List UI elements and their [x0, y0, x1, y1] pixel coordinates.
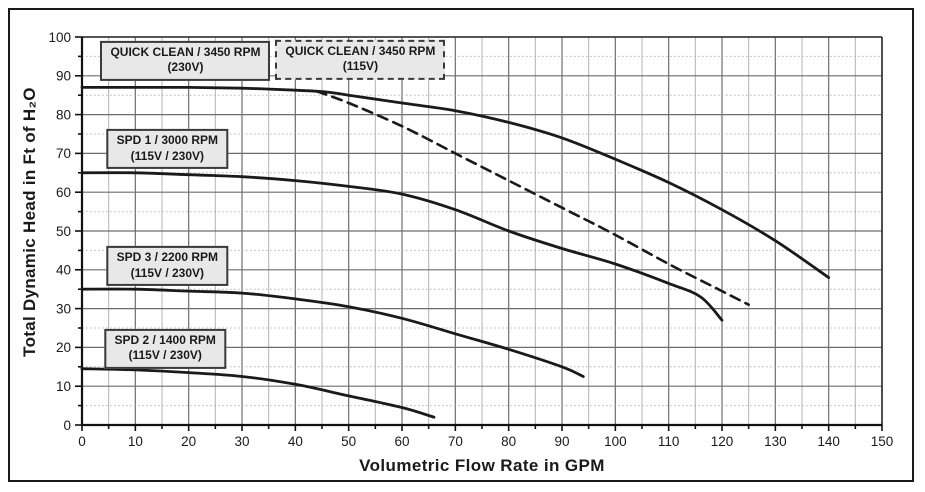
x-tick-label: 100 — [604, 434, 627, 449]
curve-label-text: SPD 3 / 2200 RPM — [116, 249, 219, 264]
curve-0-quick-clean-3450-rpm-230v — [80, 85, 831, 279]
y-tick-label: 90 — [56, 69, 71, 84]
y-tick-label: 20 — [56, 340, 71, 355]
x-tick-label: 70 — [448, 434, 463, 449]
x-tick-label: 60 — [394, 434, 409, 449]
curve-label-text: SPD 1 / 3000 RPM — [116, 133, 219, 148]
x-tick-label: 140 — [817, 434, 840, 449]
x-tick-label: 10 — [128, 434, 143, 449]
y-tick-label: 30 — [56, 301, 71, 316]
curve-2-spd-1-3000-rpm-115v-230v — [80, 171, 724, 322]
curve-label-box-1: QUICK CLEAN / 3450 RPM (115V) — [275, 39, 446, 80]
x-tick-label: 50 — [341, 434, 356, 449]
x-tick-label: 90 — [554, 434, 569, 449]
x-tick-label: 150 — [871, 434, 894, 449]
y-tick-label: 0 — [63, 418, 71, 433]
x-tick-label: 0 — [78, 434, 86, 449]
curve-4-spd-2-1400-rpm-115v-230v — [80, 367, 436, 419]
curve-1-quick-clean-3450-rpm-115v — [315, 90, 750, 306]
curve-label-box-2: SPD 1 / 3000 RPM (115V / 230V) — [106, 129, 229, 170]
curve-label-text: (115V) — [342, 59, 379, 74]
x-tick-label: 40 — [288, 434, 303, 449]
curve-label-text: SPD 2 / 1400 RPM — [114, 332, 216, 347]
x-tick-label: 110 — [658, 434, 680, 449]
y-tick-label: 80 — [56, 107, 71, 122]
x-tick-label: 30 — [234, 434, 249, 449]
curve-label-text: (230V) — [167, 60, 204, 75]
x-tick-label: 20 — [181, 434, 196, 449]
curve-label-text: (115V / 230V) — [130, 148, 205, 163]
curve-label-text: QUICK CLEAN / 3450 RPM — [110, 44, 261, 59]
y-tick-label: 10 — [56, 379, 71, 394]
y-tick-label: 60 — [56, 185, 71, 200]
y-tick-label: 40 — [56, 263, 71, 278]
curve-label-text: QUICK CLEAN / 3450 RPM — [285, 43, 436, 58]
y-tick-label: 50 — [56, 224, 71, 239]
curve-3-spd-3-2200-rpm-115v-230v — [80, 287, 585, 378]
curve-label-box-4: SPD 2 / 1400 RPM (115V / 230V) — [104, 328, 226, 369]
y-tick-label: 70 — [56, 146, 71, 161]
curve-label-box-0: QUICK CLEAN / 3450 RPM (230V) — [100, 40, 271, 81]
x-tick-label: 130 — [764, 434, 787, 449]
y-axis-title: Total Dynamic Head in Ft of H₂O — [20, 87, 39, 357]
figure-border — [8, 8, 914, 482]
curve-label-text: (115V / 230V) — [128, 348, 202, 363]
x-tick-label: 80 — [501, 434, 516, 449]
curve-label-box-3: SPD 3 / 2200 RPM (115V / 230V) — [106, 245, 229, 286]
x-axis-title: Volumetric Flow Rate in GPM — [359, 456, 605, 475]
curve-label-text: (115V / 230V) — [130, 265, 205, 280]
y-tick-label: 100 — [48, 30, 71, 45]
x-tick-label: 120 — [711, 434, 734, 449]
